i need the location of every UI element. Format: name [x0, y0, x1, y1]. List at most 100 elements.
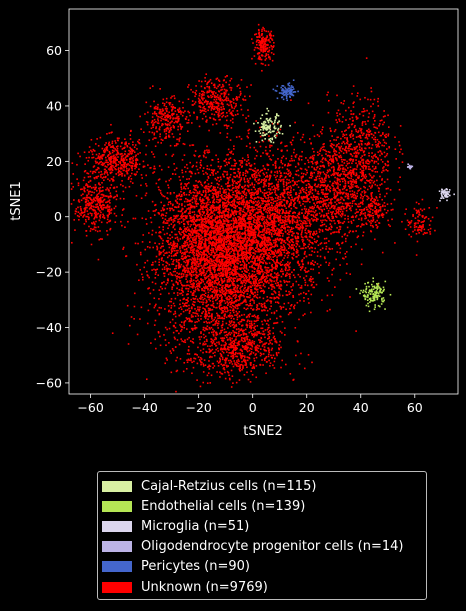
- data-point: [194, 186, 196, 189]
- data-point: [235, 294, 238, 297]
- data-point: [192, 301, 195, 303]
- data-point: [262, 222, 265, 224]
- data-point: [303, 141, 306, 144]
- data-point: [262, 200, 265, 202]
- data-point: [282, 183, 285, 186]
- data-point: [290, 157, 293, 160]
- data-point: [270, 223, 272, 225]
- data-point: [274, 230, 277, 232]
- data-point: [261, 323, 264, 326]
- data-point: [305, 211, 308, 213]
- data-point: [291, 159, 293, 162]
- data-point: [233, 168, 236, 171]
- data-point: [201, 267, 203, 270]
- data-point: [162, 260, 165, 262]
- data-point: [264, 231, 267, 234]
- data-point: [272, 293, 274, 296]
- data-point: [310, 261, 312, 264]
- data-point: [277, 219, 280, 222]
- data-point: [206, 119, 208, 121]
- data-point: [247, 279, 250, 281]
- data-point: [250, 216, 252, 219]
- data-point: [146, 259, 149, 262]
- data-point: [245, 192, 248, 194]
- data-point: [139, 318, 141, 320]
- data-point: [134, 217, 137, 220]
- data-point: [270, 269, 273, 271]
- data-point: [160, 245, 163, 248]
- data-point: [244, 181, 246, 183]
- data-point: [215, 248, 217, 250]
- data-point: [264, 342, 266, 345]
- data-point: [241, 291, 244, 294]
- data-point: [265, 307, 268, 309]
- data-point: [301, 208, 303, 211]
- data-point: [326, 310, 329, 312]
- data-point: [226, 306, 228, 309]
- data-point: [260, 254, 262, 256]
- data-point: [257, 196, 259, 198]
- data-point: [272, 336, 275, 339]
- data-point: [204, 218, 207, 221]
- data-point: [231, 178, 234, 181]
- data-point: [270, 219, 273, 222]
- data-point: [176, 339, 179, 341]
- data-point: [250, 322, 253, 325]
- data-point: [225, 306, 227, 308]
- data-point: [179, 324, 181, 326]
- data-point: [279, 193, 282, 196]
- data-point: [264, 285, 266, 288]
- data-point: [263, 209, 265, 212]
- data-point: [265, 269, 267, 271]
- data-point: [246, 251, 249, 254]
- data-point: [249, 220, 252, 223]
- data-point: [181, 285, 184, 287]
- data-point: [277, 195, 280, 198]
- data-point: [242, 215, 245, 218]
- data-point: [256, 344, 259, 347]
- data-point: [229, 189, 231, 192]
- data-point: [223, 268, 225, 270]
- data-point: [222, 263, 225, 265]
- data-point: [263, 228, 266, 230]
- data-point: [162, 250, 165, 253]
- data-point: [190, 307, 193, 310]
- data-point: [136, 333, 139, 336]
- data-point: [261, 276, 263, 278]
- data-point: [245, 324, 248, 326]
- data-point: [262, 283, 265, 285]
- data-point: [268, 182, 271, 185]
- data-point: [180, 252, 183, 255]
- data-point: [218, 180, 221, 182]
- data-point: [233, 172, 235, 174]
- data-point: [266, 248, 269, 251]
- data-point: [254, 346, 257, 349]
- data-point: [257, 234, 259, 237]
- data-point: [261, 256, 263, 259]
- data-point: [265, 146, 267, 148]
- data-point: [334, 215, 337, 218]
- data-point: [251, 304, 253, 307]
- data-point: [280, 174, 283, 177]
- data-point: [180, 210, 183, 213]
- data-point: [228, 158, 230, 161]
- data-point: [222, 222, 225, 225]
- data-point: [252, 293, 254, 295]
- data-point: [305, 227, 307, 230]
- data-point: [129, 324, 131, 327]
- data-point: [181, 216, 184, 218]
- data-point: [276, 296, 278, 298]
- data-point: [256, 304, 259, 307]
- data-point: [211, 285, 214, 288]
- data-point: [212, 244, 215, 247]
- data-point: [197, 318, 199, 320]
- data-point: [236, 175, 238, 178]
- data-point: [310, 172, 312, 175]
- data-point: [258, 282, 261, 284]
- data-point: [245, 265, 248, 268]
- data-point: [205, 253, 208, 256]
- data-point: [248, 168, 251, 170]
- data-point: [192, 297, 195, 300]
- data-point: [252, 247, 254, 249]
- data-point: [229, 297, 232, 300]
